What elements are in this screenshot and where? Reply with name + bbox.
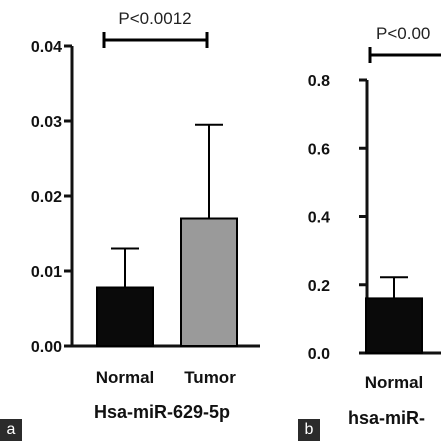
category-label: Tumor: [184, 368, 236, 387]
x-axis-label: hsa-miR-: [348, 408, 425, 428]
panel-b-tag: b: [298, 419, 320, 441]
significance-label: P<0.0012: [118, 9, 191, 28]
y-tick-label: 0.04: [31, 39, 62, 56]
y-tick-label: 0.0: [308, 346, 330, 363]
bar-tumor: [180, 217, 238, 347]
significance-label: P<0.00: [376, 24, 430, 43]
bar-normal: [365, 297, 423, 354]
y-tick-label: 0.4: [308, 210, 330, 227]
x-axis-label: Hsa-miR-629-5p: [94, 402, 230, 422]
y-tick-label: 0.00: [31, 339, 62, 356]
y-tick-label: 0.02: [31, 189, 62, 206]
panel-a-tag: a: [0, 419, 22, 441]
y-tick-label: 0.2: [308, 278, 330, 295]
category-label: Normal: [96, 368, 155, 387]
y-tick-label: 0.01: [31, 264, 62, 281]
y-tick-label: 0.6: [308, 141, 330, 158]
y-tick-label: 0.8: [308, 73, 330, 90]
bar-normal: [96, 286, 154, 347]
chart-panel-a: 0.00 0.01 0.02 0.03 0.04 Normal Tumor P<0.0012 H…: [31, 9, 260, 422]
chart-panel-b: 0.0 0.2 0.4 0.6 0.8 Normal P<0.00 hsa-miR-: [308, 24, 441, 428]
y-tick-label: 0.03: [31, 114, 62, 131]
category-label: Normal: [365, 373, 424, 392]
